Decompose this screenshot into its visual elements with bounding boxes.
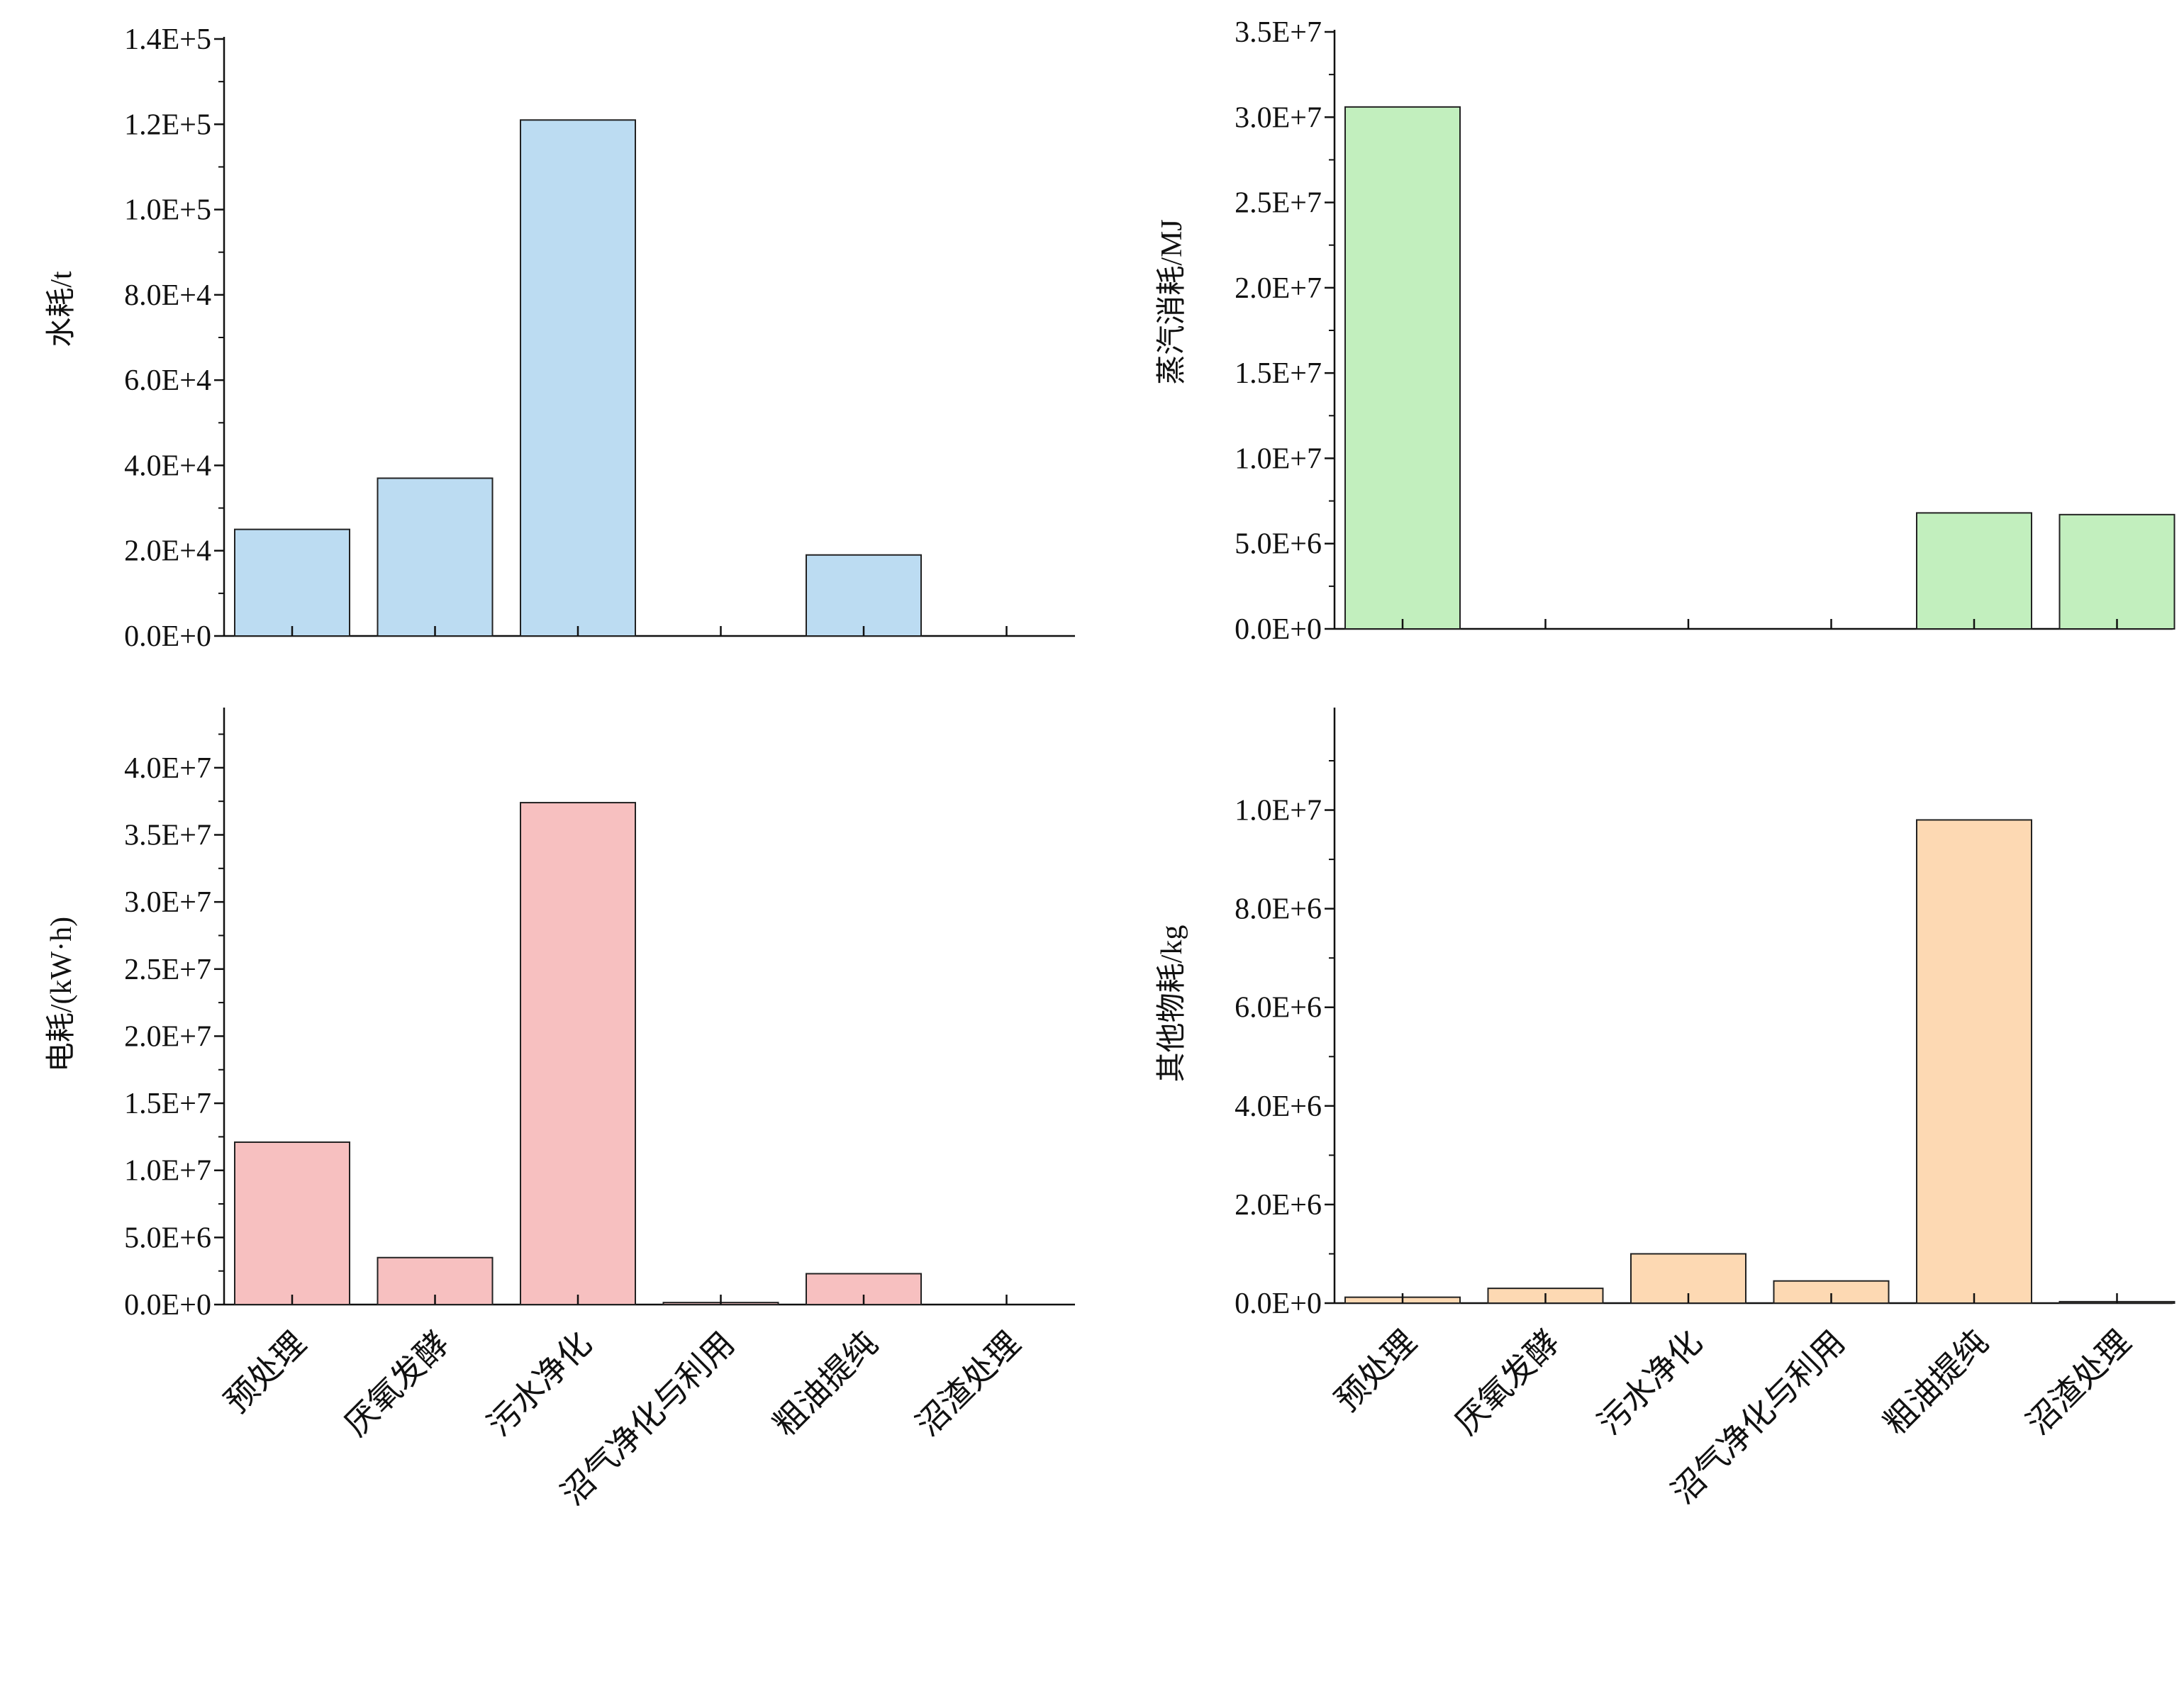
x-category-label: 预处理 [218,1325,313,1420]
bar-2 [377,477,494,637]
y-tick-label: 0.0E+0 [1235,1288,1322,1320]
bar-1 [234,528,350,637]
x-category-label: 污水净化 [481,1325,598,1443]
chart-panel-3: 0.0E+0 5.0E+6 1.0E+7 1.5E+7 2.0E+7 2.5E+7 3.0E… [45,708,1075,1512]
y-axis-title: 蒸汽消耗/MJ [1156,219,1188,384]
x-category-label: 粗油提纯 [767,1325,884,1443]
y-axis-title: 其他物耗/kg [1156,925,1188,1083]
y-tick-label: 1.0E+5 [124,194,211,227]
x-category-label: 预处理 [1328,1324,1423,1419]
bar-1 [1344,106,1461,630]
y-tick-label: 3.5E+7 [124,820,211,852]
x-category-label: 厌氧发酵 [338,1325,455,1443]
chart-panel-4: 0.0E+0 2.0E+6 4.0E+6 6.0E+6 8.0E+6 1.0E+7 预处理厌… [1156,708,2175,1511]
y-tick-label: 8.0E+6 [1235,893,1322,926]
y-tick-label: 2.5E+7 [1235,187,1322,220]
y-tick-label: 1.4E+5 [124,23,211,56]
y-tick-label: 2.0E+7 [1235,272,1322,305]
y-axis-title: 电耗/(kW·h) [45,917,78,1072]
x-category-label: 沼渣处理 [909,1325,1027,1443]
y-tick-label: 1.5E+7 [1235,357,1322,390]
y-tick-label: 2.0E+6 [1235,1189,1322,1222]
y-tick-label: 1.0E+7 [124,1155,211,1188]
bar-3 [520,802,636,1305]
bar-5 [1916,512,2032,630]
y-tick-label: 0.0E+0 [124,620,211,653]
y-tick-label: 3.0E+7 [124,886,211,919]
bar-6 [2058,513,2175,630]
y-axis-title: 水耗/t [45,271,78,347]
y-tick-label: 1.0E+7 [1235,795,1322,827]
bar-5 [1916,819,2032,1305]
bar-5 [806,554,922,637]
y-tick-label: 2.5E+7 [124,954,211,986]
x-category-label: 污水净化 [1591,1324,1709,1441]
y-tick-label: 2.0E+7 [124,1020,211,1053]
x-category-label: 厌氧发酵 [1448,1324,1566,1441]
y-tick-label: 1.0E+7 [1235,442,1322,475]
bar-3 [520,119,636,637]
y-tick-label: 3.0E+7 [1235,101,1322,134]
x-category-label: 沼渣处理 [2019,1324,2137,1441]
y-tick-label: 1.2E+5 [124,108,211,141]
y-tick-label: 2.0E+4 [124,535,211,568]
x-category-label: 粗油提纯 [1877,1324,1995,1441]
y-tick-label: 6.0E+6 [1235,992,1322,1025]
y-tick-label: 4.0E+7 [124,752,211,785]
y-tick-label: 4.0E+6 [1235,1090,1322,1123]
y-tick-label: 4.0E+4 [124,450,211,482]
y-tick-label: 5.0E+6 [124,1222,211,1254]
bar-1 [234,1141,350,1305]
y-tick-label: 6.0E+4 [124,364,211,397]
y-tick-label: 3.5E+7 [1235,16,1322,49]
y-tick-label: 0.0E+0 [1235,613,1322,646]
y-tick-label: 8.0E+4 [124,279,211,312]
y-tick-label: 5.0E+6 [1235,528,1322,561]
bar-3 [1630,1253,1746,1305]
chart-panel-1: 0.0E+0 2.0E+4 4.0E+4 6.0E+4 8.0E+4 1.0E+5 1.2E… [45,23,1075,653]
y-tick-label: 1.5E+7 [124,1088,211,1120]
y-tick-label: 0.0E+0 [124,1289,211,1322]
chart-panel-2: 0.0E+0 5.0E+6 1.0E+7 1.5E+7 2.0E+7 2.5E+7 3.0E… [1156,16,2175,646]
